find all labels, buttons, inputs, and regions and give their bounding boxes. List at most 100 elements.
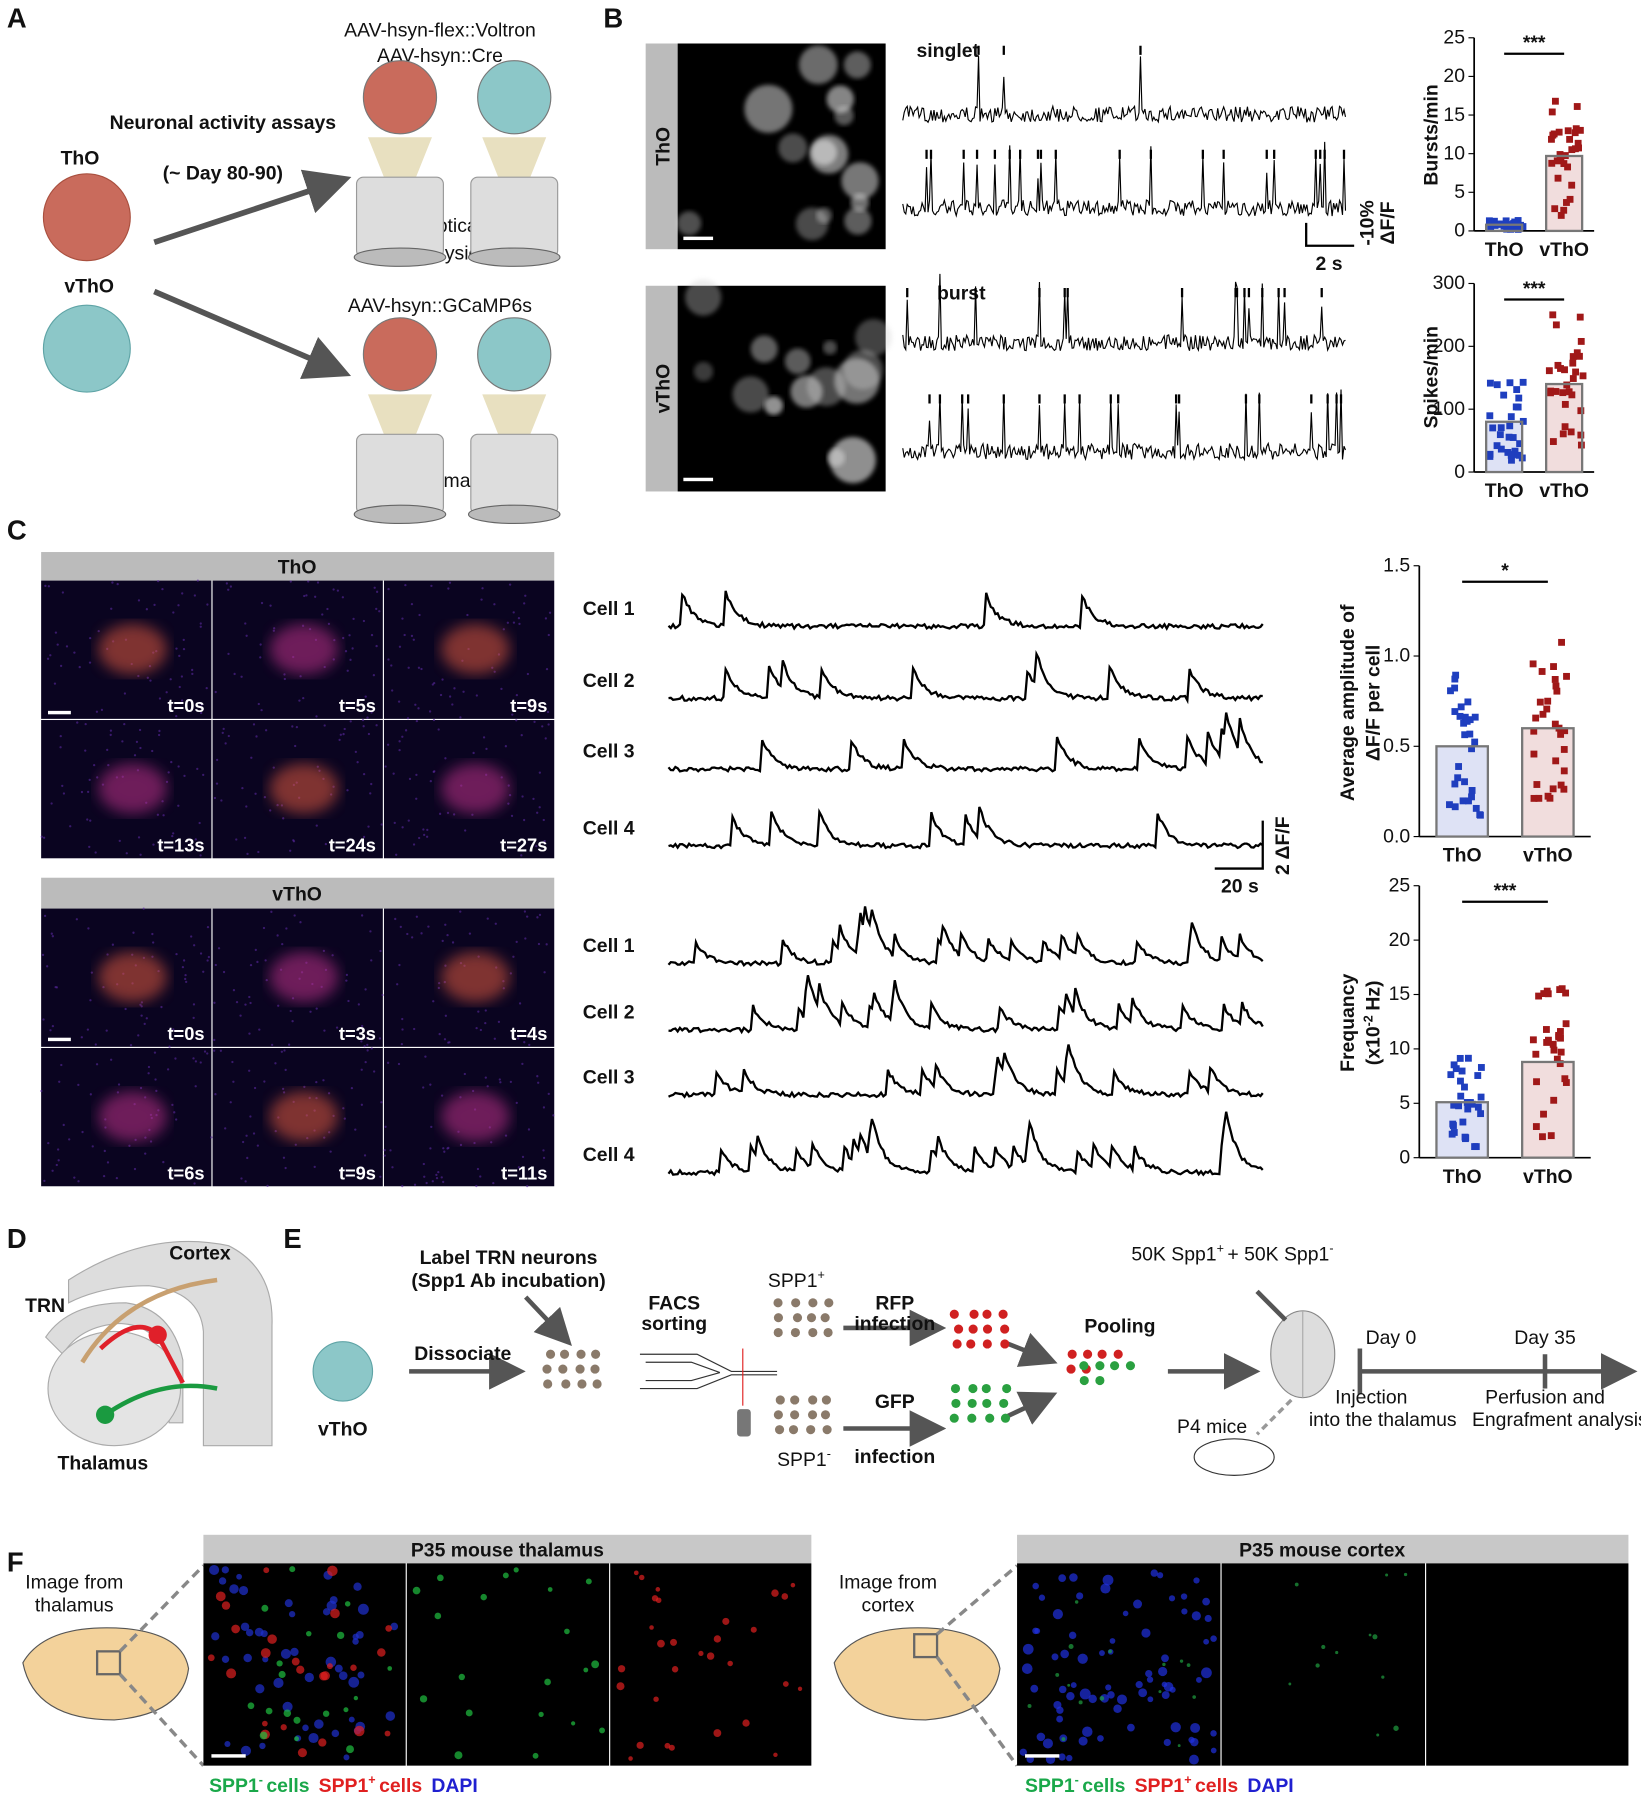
image-noise [96, 776, 99, 779]
image-signal [267, 1634, 277, 1644]
dot [1562, 989, 1570, 997]
dot [1559, 389, 1567, 397]
image-signal [327, 1565, 338, 1577]
image-noise [168, 1045, 171, 1048]
image-blob [841, 162, 879, 200]
image-noise [394, 917, 397, 921]
arrow [153, 169, 352, 246]
image-noise [508, 583, 512, 586]
image-signal [781, 1593, 789, 1600]
cell-icon [1125, 1361, 1136, 1371]
image-noise [364, 1061, 367, 1064]
dot [1569, 353, 1577, 360]
image-noise [76, 721, 79, 724]
image-signal [458, 1673, 465, 1681]
dot [1545, 1036, 1552, 1044]
cell-icon [966, 1339, 976, 1349]
image-noise [345, 973, 349, 977]
image-signal [348, 1676, 360, 1688]
cell-signal [98, 951, 167, 1003]
label: cortex [861, 1594, 914, 1616]
image-noise [538, 806, 541, 809]
cell-icon [954, 1324, 964, 1334]
image-signal [1032, 1627, 1039, 1635]
image-signal [334, 1664, 343, 1673]
significance: * [1501, 560, 1509, 582]
image-signal [304, 1672, 314, 1683]
cell-icon [824, 1298, 834, 1308]
x-tick-label: vThO [1523, 845, 1573, 867]
image-signal [280, 1648, 291, 1659]
cell-icon [790, 1395, 800, 1405]
image-noise [415, 719, 419, 723]
dot [1564, 163, 1572, 171]
image-noise [170, 760, 173, 764]
image-noise [84, 722, 87, 726]
cell-icon [590, 1364, 600, 1374]
image-signal [229, 1584, 239, 1594]
dot [1549, 311, 1557, 319]
device [470, 176, 559, 258]
image-signal [326, 1663, 333, 1670]
image-noise [536, 1075, 539, 1078]
dot [1567, 428, 1575, 436]
image-noise [193, 1182, 196, 1185]
image-noise [289, 580, 292, 583]
image-noise [354, 750, 357, 753]
image-noise [231, 1060, 234, 1064]
image-noise [106, 748, 109, 751]
image-noise [339, 733, 342, 736]
image-noise [258, 1028, 261, 1031]
image-signal [419, 1695, 428, 1703]
neuron [148, 1325, 167, 1344]
y-tick-label: 0.0 [1383, 825, 1410, 847]
image-noise [342, 732, 345, 736]
image-signal [1147, 1696, 1154, 1703]
image-noise [507, 802, 510, 805]
image-signal [289, 1566, 296, 1573]
image-signal [513, 1567, 519, 1573]
image-noise [360, 1040, 363, 1043]
image-signal [628, 1756, 633, 1761]
detector [737, 1409, 751, 1437]
image-noise [118, 839, 121, 842]
image-noise [283, 1049, 286, 1052]
image-signal [1078, 1736, 1088, 1746]
image-noise [107, 763, 110, 767]
image-noise [542, 1149, 545, 1152]
y-tick-label: 0 [1399, 1146, 1410, 1168]
image-noise [433, 681, 436, 685]
dot [1507, 413, 1515, 421]
dot [1550, 130, 1558, 138]
image-signal [1368, 1633, 1372, 1637]
image-noise [183, 774, 186, 778]
image-noise [87, 927, 90, 930]
dot [1548, 135, 1555, 143]
image-signal [585, 1578, 592, 1585]
image-noise [58, 1080, 61, 1083]
image-noise [468, 932, 472, 935]
image-noise [392, 772, 395, 775]
dot [1451, 684, 1459, 692]
image-noise [95, 710, 99, 713]
cell-icon [1079, 1375, 1089, 1386]
image-noise [378, 610, 381, 613]
image-noise [386, 1061, 390, 1064]
legend: - [259, 1773, 263, 1787]
image-signal [231, 1624, 240, 1634]
y-tick-label: 0.5 [1383, 735, 1410, 757]
image-noise [520, 854, 523, 857]
dot [1553, 1055, 1561, 1063]
dot [1564, 127, 1572, 135]
image-noise [147, 1072, 150, 1075]
image-signal [771, 1589, 779, 1597]
image-noise [177, 604, 180, 607]
dot [1459, 1118, 1467, 1126]
image-blob [795, 207, 829, 241]
image-noise [153, 1051, 157, 1054]
trace [668, 650, 1263, 705]
image-noise [410, 602, 414, 606]
label: Image from [839, 1572, 937, 1594]
image-signal [221, 1601, 231, 1610]
image-noise [60, 1063, 63, 1067]
